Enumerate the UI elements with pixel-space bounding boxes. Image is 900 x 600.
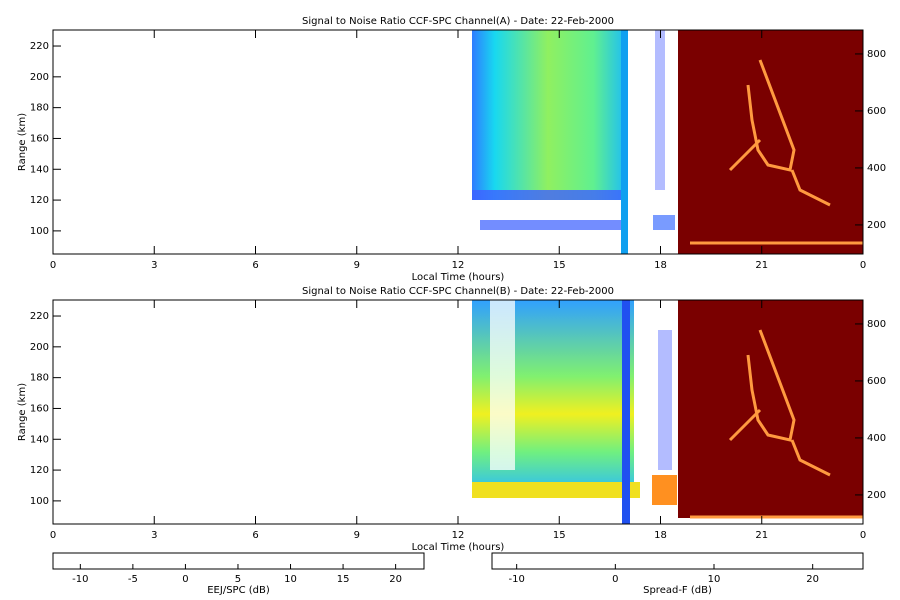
spread-f-echo <box>690 59 863 245</box>
y-axis-label: Range (km) <box>17 383 28 441</box>
x-tick-label: 3 <box>151 530 157 541</box>
colorbar-tick-label: -10 <box>508 574 524 585</box>
x-tick-label: 6 <box>252 260 258 271</box>
colorbar-tick-label: 20 <box>806 574 819 585</box>
spread-f-region <box>678 300 863 518</box>
y-tick-label: 160 <box>30 403 49 414</box>
echo-strip <box>658 330 672 470</box>
x-tick-label: 3 <box>151 260 157 271</box>
echo-strip <box>653 215 675 230</box>
x-tick-label: 6 <box>252 530 258 541</box>
y-tick-label: 120 <box>30 195 49 206</box>
x-axis-label: Local Time (hours) <box>412 542 505 553</box>
colorbar-tick-label: 20 <box>389 574 402 585</box>
y2-tick-label: 600 <box>867 376 886 387</box>
colorbar-tick-label: -10 <box>72 574 88 585</box>
spread-f-region <box>678 30 863 254</box>
colorbar <box>52 552 425 570</box>
colorbar-tick-label: -5 <box>128 574 138 585</box>
echo-strip <box>655 30 665 190</box>
x-tick-label: 21 <box>755 530 768 541</box>
y-tick-label: 200 <box>30 72 49 83</box>
y2-tick-label: 800 <box>867 49 886 60</box>
y-tick-label: 140 <box>30 434 49 445</box>
y2-tick-label: 200 <box>867 220 886 231</box>
x-tick-label: 0 <box>860 260 866 271</box>
y-tick-label: 160 <box>30 133 49 144</box>
panel-a-image <box>472 30 863 254</box>
y-tick-label: 200 <box>30 342 49 353</box>
colorbar-label: EEJ/SPC (dB) <box>207 585 270 596</box>
colorbar-tick-label: 5 <box>235 574 241 585</box>
x-tick-label: 9 <box>354 260 360 271</box>
spread-f-echo <box>690 329 863 519</box>
x-tick-label: 18 <box>654 260 667 271</box>
x-tick-label: 0 <box>50 260 56 271</box>
echo-strip <box>621 30 628 254</box>
y-tick-label: 220 <box>30 41 49 52</box>
echo-strip <box>652 475 677 505</box>
echo-band <box>472 190 624 200</box>
panel-b-image <box>472 300 863 524</box>
echo-region <box>472 30 624 200</box>
y-tick-label: 180 <box>30 373 49 384</box>
colorbar-tick-label: 15 <box>337 574 350 585</box>
x-tick-label: 12 <box>452 530 465 541</box>
echo-band <box>472 482 640 498</box>
y2-tick-label: 800 <box>867 319 886 330</box>
colorbar-tick-label: 0 <box>612 574 618 585</box>
colorbar-tick-label: 0 <box>182 574 188 585</box>
y-tick-label: 180 <box>30 103 49 114</box>
y-tick-label: 140 <box>30 164 49 175</box>
y2-tick-label: 200 <box>867 490 886 501</box>
x-tick-label: 0 <box>860 530 866 541</box>
y-tick-label: 120 <box>30 465 49 476</box>
y-tick-label: 100 <box>30 496 49 507</box>
colorbar-tick-label: 10 <box>708 574 721 585</box>
echo-band <box>480 220 624 230</box>
x-tick-label: 0 <box>50 530 56 541</box>
y-axis-label: Range (km) <box>17 113 28 171</box>
x-tick-label: 15 <box>553 260 566 271</box>
chart-title: Signal to Noise Ratio CCF-SPC Channel(A)… <box>302 16 614 27</box>
y-tick-label: 220 <box>30 311 49 322</box>
x-tick-label: 15 <box>553 530 566 541</box>
echo-strip <box>622 300 630 524</box>
x-tick-label: 12 <box>452 260 465 271</box>
y-tick-label: 100 <box>30 226 49 237</box>
y2-tick-label: 400 <box>867 433 886 444</box>
x-axis-label: Local Time (hours) <box>412 272 505 283</box>
echo-gap <box>490 300 515 470</box>
colorbar-label: Spread-F (dB) <box>643 585 712 596</box>
x-tick-label: 9 <box>354 530 360 541</box>
chart-title: Signal to Noise Ratio CCF-SPC Channel(B)… <box>302 286 614 297</box>
y2-tick-label: 600 <box>867 106 886 117</box>
colorbar-tick-label: 10 <box>284 574 297 585</box>
x-tick-label: 21 <box>755 260 768 271</box>
x-tick-label: 18 <box>654 530 667 541</box>
y2-tick-label: 400 <box>867 163 886 174</box>
colorbar <box>491 552 864 570</box>
